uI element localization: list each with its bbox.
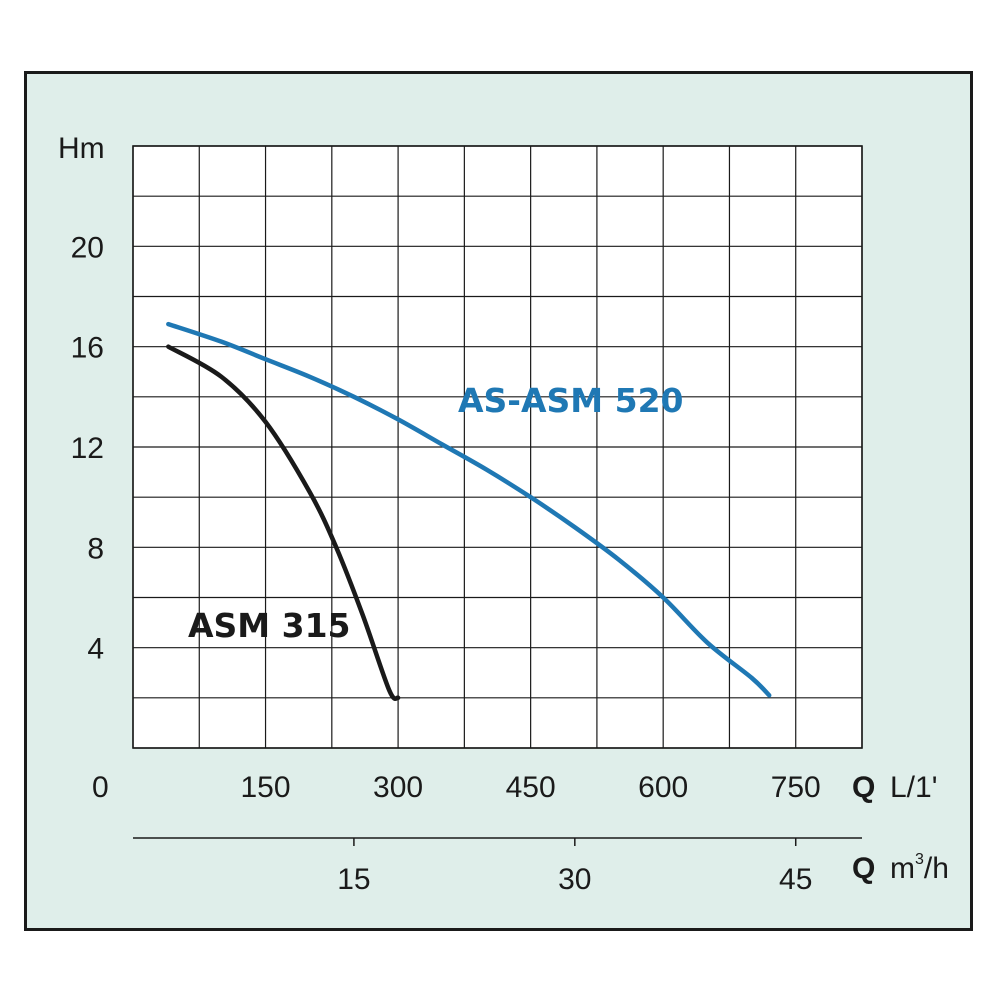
x-tick-label: 300 [373,771,423,804]
x-tick-label: 750 [771,771,821,804]
performance-curves [166,321,772,701]
x-axis-unit: L/1' [890,771,937,804]
x2-tick-label: 45 [779,863,812,896]
x-tick-label: 600 [638,771,688,804]
x-tick-label: 150 [241,771,291,804]
curve-asm-315 [166,344,401,701]
y-tick-label: 4 [87,633,104,666]
plot-grid [132,145,863,749]
series-label-as-asm-520: AS-ASM 520 [458,381,684,420]
y-tick-label: 20 [71,231,104,264]
plot-border [132,145,863,749]
series-label-asm-315: ASM 315 [188,606,351,645]
x2-axis-unit: m3/h [890,851,949,885]
y-tick-label: 8 [87,532,104,565]
x2-tick-label: 15 [337,863,370,896]
curve-as-asm-520 [166,321,772,698]
x-axis-q-label: Q [852,771,875,804]
x2-axis-q-label: Q [852,852,875,885]
x-tick-label: 450 [506,771,556,804]
x2-tick-label: 30 [558,863,591,896]
y-tick-label: 12 [71,432,104,465]
x-tick-labels: 150 300 450 600 750 [241,771,821,804]
y-tick-labels: 4 8 12 16 20 [71,231,104,665]
y-axis-label: Hm [58,132,105,165]
x-origin-label: 0 [92,771,109,804]
y-tick-label: 16 [71,332,104,365]
x2-tick-labels: 15 30 45 [337,838,812,896]
